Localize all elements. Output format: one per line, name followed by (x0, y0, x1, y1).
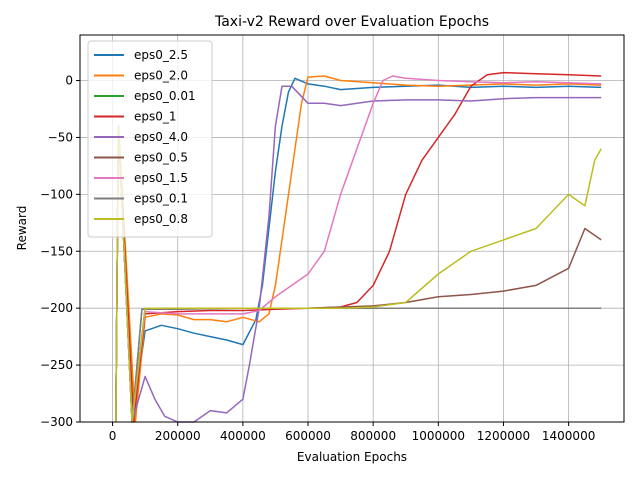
series-lines (115, 71, 602, 423)
legend-label-eps0_0.1: eps0_0.1 (134, 192, 188, 206)
series-line-eps0_0.8 (115, 125, 602, 423)
plot-frame (79, 34, 625, 423)
legend-label-eps0_1.5: eps0_1.5 (134, 171, 188, 185)
x-tick-label: 400000 (220, 429, 266, 443)
legend-label-eps0_2.5: eps0_2.5 (134, 48, 188, 62)
y-tick-label: −100 (40, 187, 73, 201)
y-tick-label: −50 (48, 130, 73, 144)
series-line-eps0_1 (115, 71, 602, 423)
y-axis-label: Reward (15, 206, 29, 251)
legend-label-eps0_4.0: eps0_4.0 (134, 130, 188, 144)
legend-label-eps0_1: eps0_1 (134, 110, 177, 124)
legend-label-eps0_2.0: eps0_2.0 (134, 69, 188, 83)
y-tick-label: −250 (40, 358, 73, 372)
x-tick-label: 1000000 (412, 429, 465, 443)
legend-label-eps0_0.5: eps0_0.5 (134, 151, 188, 165)
legend-box (87, 40, 213, 238)
x-tick-label: 0 (109, 429, 117, 443)
x-tick-label: 200000 (155, 429, 201, 443)
series-line-eps0_4.0 (115, 85, 602, 423)
legend: eps0_2.5 eps0_2.0 eps0_0.01 eps0_1 eps0_4.0e… (87, 40, 213, 238)
y-tick-label: −300 (40, 415, 73, 429)
y-tick-label: −150 (40, 244, 73, 258)
x-tick-label: 1200000 (477, 429, 530, 443)
x-tick-label: 800000 (350, 429, 396, 443)
legend-label-eps0_0.8: eps0_0.8 (134, 212, 188, 226)
series-line-eps0_1.5 (115, 75, 602, 423)
series-line-eps0_2.0 (115, 75, 602, 423)
x-tick-label: 1400000 (542, 429, 595, 443)
legend-label-eps0_0.01: eps0_0.01 (134, 89, 196, 103)
chart-title: Taxi-v2 Reward over Evaluation Epochs (214, 14, 489, 30)
x-axis-ticks: 0 200000 400000 600000 800000 1000000 1200000 1… (109, 422, 595, 443)
x-tick-label: 600000 (285, 429, 331, 443)
y-tick-label: −200 (40, 301, 73, 315)
y-tick-label: 0 (65, 74, 73, 88)
y-axis-ticks: 0 −50 −100 −150 −200 −250 −300 (40, 74, 80, 429)
x-axis-label: Evaluation Epochs (297, 450, 407, 464)
